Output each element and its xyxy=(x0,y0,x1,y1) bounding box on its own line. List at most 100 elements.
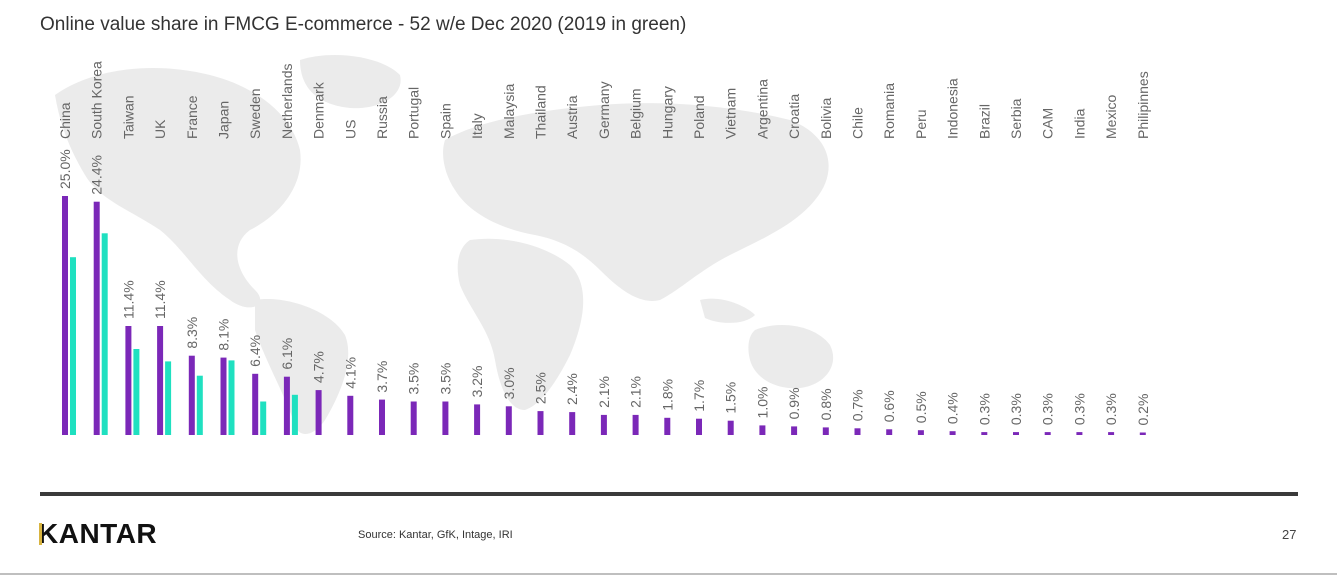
value-label: 0.3% xyxy=(1103,393,1119,425)
bar-2020-sweden xyxy=(252,373,259,435)
value-label: 3.2% xyxy=(469,365,485,397)
value-label: 0.3% xyxy=(1040,393,1056,425)
value-label: 2.1% xyxy=(628,376,644,408)
bar-2020-uk xyxy=(157,326,164,435)
bars-group xyxy=(62,196,1146,435)
category-label: Taiwan xyxy=(120,95,136,139)
bar-2020-japan xyxy=(220,357,227,435)
category-label: South Korea xyxy=(89,61,105,139)
map-landmass-0 xyxy=(55,67,301,308)
bar-2020-chile xyxy=(854,428,861,435)
value-label: 4.7% xyxy=(311,351,327,383)
bar-2020-us xyxy=(347,395,354,435)
value-label: 11.4% xyxy=(120,280,136,319)
map-landmass-6 xyxy=(748,325,834,389)
category-label: Mexico xyxy=(1103,94,1119,139)
value-label: 3.0% xyxy=(501,367,517,399)
bar-2020-taiwan xyxy=(125,326,132,435)
bar-2019-taiwan xyxy=(133,349,140,435)
map-landmass-4 xyxy=(457,238,584,410)
bar-2020-germany xyxy=(600,414,607,435)
bottom-border xyxy=(0,573,1337,575)
bar-2020-france xyxy=(188,355,195,435)
category-label: CAM xyxy=(1040,108,1056,139)
value-label: 1.0% xyxy=(754,387,770,419)
bar-2020-serbia xyxy=(1013,432,1019,435)
category-label: Bolivia xyxy=(818,98,834,139)
category-label: Vietnam xyxy=(723,88,739,139)
category-label: China xyxy=(57,102,73,139)
value-label: 6.1% xyxy=(279,338,295,370)
bar-2020-bolivia xyxy=(822,427,829,435)
category-label: Austria xyxy=(564,95,580,139)
category-label: Germany xyxy=(596,81,612,139)
value-label: 3.5% xyxy=(437,363,453,395)
category-label: Sweden xyxy=(247,88,263,139)
category-label: India xyxy=(1071,108,1087,139)
bar-2020-austria xyxy=(569,412,576,435)
bar-2020-netherlands xyxy=(283,376,290,435)
bar-2020-india xyxy=(1076,432,1083,435)
bar-2020-china xyxy=(62,196,68,435)
bar-2020-portugal xyxy=(410,401,417,435)
value-label: 8.3% xyxy=(184,317,200,349)
category-label: Belgium xyxy=(628,88,644,139)
bar-2020-peru xyxy=(917,430,924,435)
bar-2020-croatia xyxy=(791,426,798,435)
value-label: 25.0% xyxy=(57,149,73,189)
category-label: Thailand xyxy=(533,85,549,139)
category-label: UK xyxy=(152,119,168,139)
category-label: France xyxy=(184,95,200,139)
bar-2020-mexico xyxy=(1108,432,1115,435)
bar-2020-hungary xyxy=(664,417,671,435)
bar-2020-cam xyxy=(1044,432,1051,435)
chart-title: Online value share in FMCG E-commerce - … xyxy=(40,14,687,35)
world-map-background xyxy=(55,55,834,435)
bar-2020-brazil xyxy=(981,432,988,435)
labels-group: 25.0% China 24.4% South Korea 11.4% Taiwan 11.… xyxy=(57,61,1151,426)
value-label: 11.4% xyxy=(152,280,168,319)
bar-2020-poland xyxy=(696,418,702,435)
bar-2020-indonesia xyxy=(949,431,956,435)
bar-2020-argentina xyxy=(759,425,766,435)
map-landmass-7 xyxy=(700,298,755,323)
bar-2020-spain xyxy=(442,401,449,435)
category-label: Serbia xyxy=(1008,98,1024,139)
value-label: 0.3% xyxy=(1008,393,1024,425)
bar-2020-vietnam xyxy=(727,420,734,435)
category-label: Malaysia xyxy=(501,84,517,139)
category-label: Italy xyxy=(469,113,485,139)
bar-2020-russia xyxy=(379,399,385,435)
category-label: Russia xyxy=(374,96,390,139)
value-label: 1.5% xyxy=(723,382,739,414)
category-label: US xyxy=(342,120,358,139)
value-label: 3.5% xyxy=(406,363,422,395)
value-label: 2.1% xyxy=(596,376,612,408)
value-label: 0.4% xyxy=(945,392,961,424)
bar-2019-china xyxy=(70,257,76,435)
category-label: Philipinnes xyxy=(1135,71,1151,139)
value-label: 0.2% xyxy=(1135,394,1151,426)
category-label: Brazil xyxy=(976,104,992,139)
category-label: Netherlands xyxy=(279,64,295,140)
value-label: 24.4% xyxy=(89,155,105,195)
category-label: Romania xyxy=(881,83,897,139)
bar-2019-uk xyxy=(165,361,172,435)
bar-2020-malaysia xyxy=(505,406,512,435)
bar-2019-netherlands xyxy=(291,394,298,435)
category-label: Denmark xyxy=(311,81,327,139)
value-label: 0.3% xyxy=(976,393,992,425)
kantar-logo: KANTAR xyxy=(38,518,157,550)
bar-2019-france xyxy=(196,375,203,435)
map-landmass-1 xyxy=(255,299,349,435)
source-note: Source: Kantar, GfK, Intage, IRI xyxy=(358,529,513,541)
bar-2020-thailand xyxy=(537,411,544,435)
bar-2020-denmark xyxy=(315,390,322,435)
map-landmass-2 xyxy=(300,55,401,109)
value-label: 0.7% xyxy=(850,389,866,421)
category-label: Croatia xyxy=(786,94,802,139)
value-label: 6.4% xyxy=(247,335,263,367)
logo-text: KANTAR xyxy=(38,518,158,549)
value-label: 0.5% xyxy=(913,391,929,423)
